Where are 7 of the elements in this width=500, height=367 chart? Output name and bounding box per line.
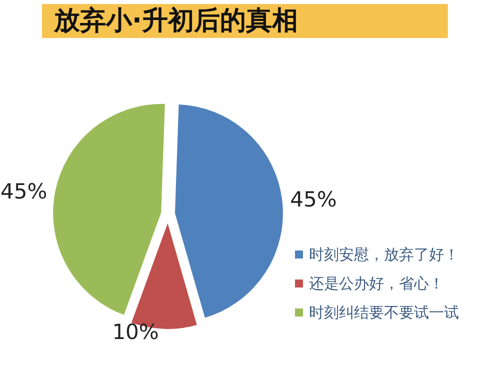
legend-label: 还是公办好，省心！: [309, 274, 444, 292]
chart-title: 放弃小·升初后的真相: [53, 6, 298, 36]
legend-label: 时刻纠结要不要试一试: [309, 304, 459, 322]
data-label: 45%: [0, 179, 48, 204]
legend-label: 时刻安慰，放弃了好！: [309, 246, 459, 264]
data-label: 10%: [112, 320, 159, 344]
data-label: 45%: [290, 188, 337, 212]
